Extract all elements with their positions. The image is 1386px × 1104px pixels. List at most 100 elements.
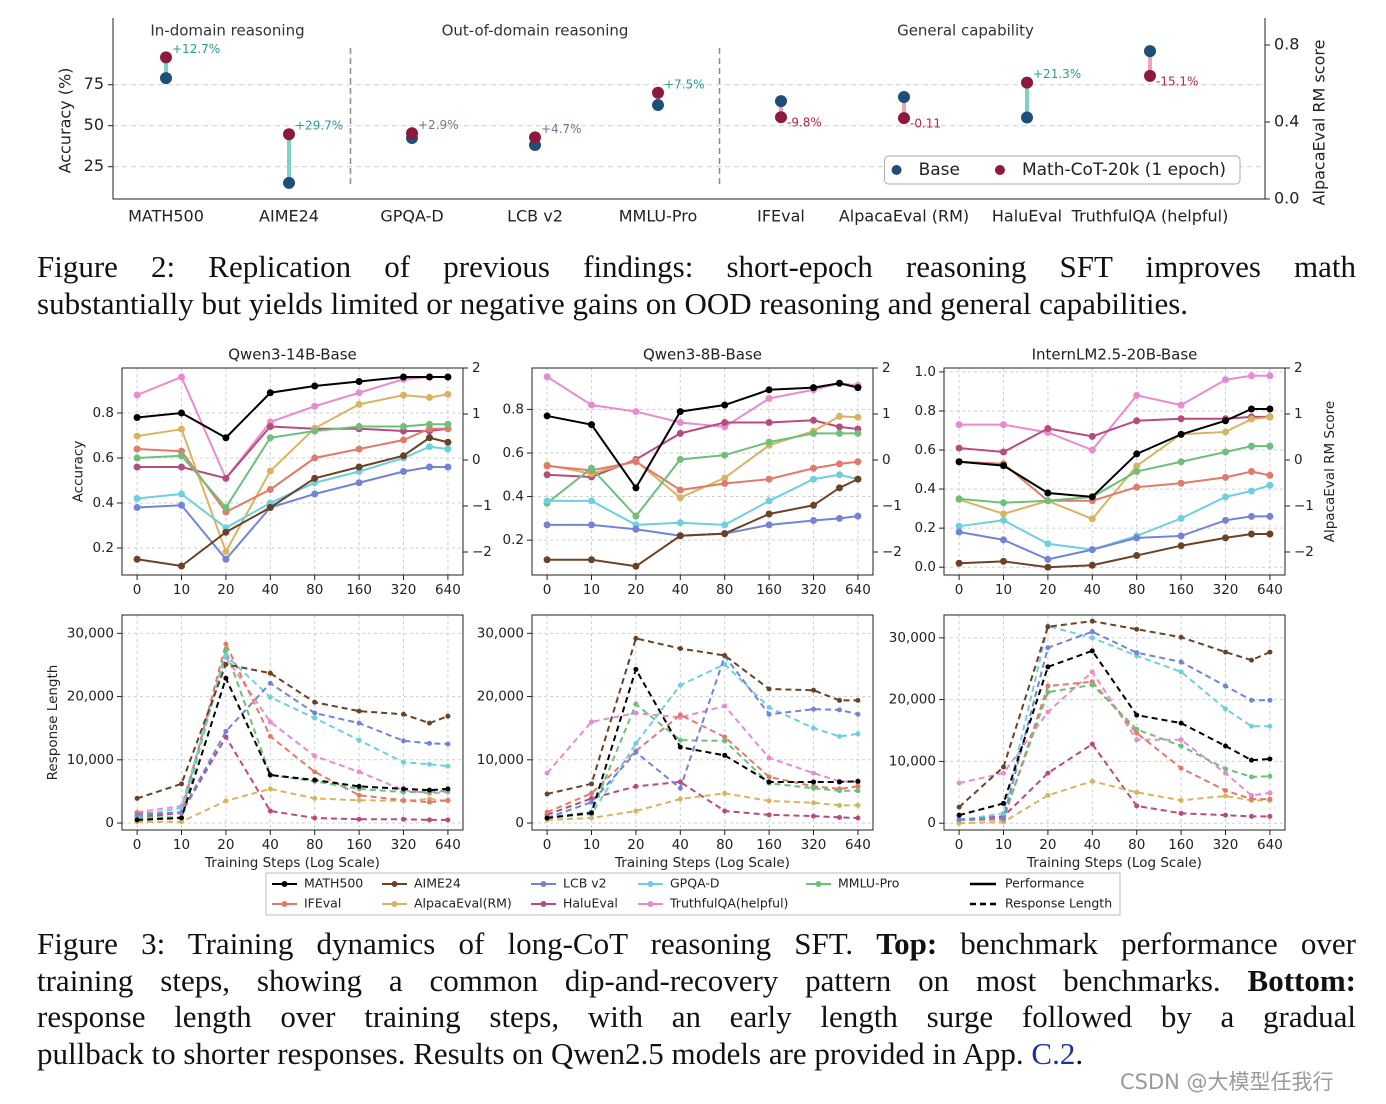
- y-tick-label: 0.8: [503, 401, 524, 417]
- data-point: [587, 497, 595, 505]
- data-point: [588, 795, 594, 801]
- data-point: [401, 786, 407, 792]
- data-point: [855, 731, 861, 737]
- data-point: [356, 720, 362, 726]
- data-point: [1134, 789, 1140, 795]
- data-point: [133, 495, 141, 502]
- data-point: [1267, 649, 1273, 655]
- data-point: [266, 467, 274, 475]
- data-point: [1134, 626, 1140, 632]
- y-tick-label: 0.4: [93, 495, 114, 511]
- x-tick-label: 320: [391, 837, 417, 853]
- y2-tick-label: 1: [882, 406, 891, 422]
- data-point: [721, 521, 729, 529]
- legend-label: Performance: [1005, 876, 1085, 891]
- data-point: [1088, 446, 1096, 454]
- data-point: [676, 494, 684, 502]
- legend-marker: [540, 901, 547, 907]
- data-point: [835, 514, 843, 522]
- data-point: [999, 421, 1007, 429]
- data-point: [312, 710, 318, 716]
- y2-tick-label: −1: [1294, 498, 1314, 514]
- data-point: [266, 423, 274, 430]
- legend: MATH500 AIME24 LCB v2 GPQA-D MMLU-Pro IFEval A…: [265, 872, 1121, 916]
- x-tick-label: 80: [306, 837, 323, 853]
- data-point: [722, 752, 728, 758]
- legend-label: LCB v2: [563, 876, 607, 891]
- x-tick-label: 160: [756, 837, 782, 853]
- data-point: [677, 682, 683, 688]
- data-point: [766, 779, 772, 785]
- series-line: [959, 630, 1270, 821]
- legend-label: TruthfulQA(helpful): [669, 896, 788, 911]
- data-point: [632, 484, 640, 492]
- y-tick-label: 50: [84, 115, 104, 134]
- data-point: [1222, 417, 1230, 425]
- data-point: [999, 448, 1007, 456]
- y2-tick-label: 2: [882, 360, 891, 376]
- data-point: [177, 425, 185, 433]
- data-point: [312, 699, 318, 705]
- data-point: [1178, 743, 1184, 749]
- x-tick-label: 160: [346, 837, 372, 853]
- x-tick-label: GPQA-D: [380, 207, 443, 226]
- data-point: [1222, 428, 1230, 436]
- legend-marker: [391, 901, 398, 907]
- data-point: [1222, 376, 1230, 384]
- caption-text: Figure 2: Replication of previous findin…: [37, 249, 1356, 284]
- legend-label: MATH500: [304, 876, 363, 891]
- y-tick-label: 0: [515, 815, 524, 831]
- data-point: [1178, 737, 1184, 743]
- data-point: [836, 802, 842, 808]
- data-point: [588, 781, 594, 787]
- data-point: [811, 725, 817, 731]
- data-point: [400, 452, 408, 460]
- data-point: [854, 384, 862, 392]
- data-point: [355, 400, 363, 408]
- data-point: [765, 497, 773, 505]
- data-point: [835, 471, 843, 479]
- legend-marker: [815, 881, 822, 887]
- y-tick-label: 30,000: [477, 625, 524, 641]
- data-point: [1247, 372, 1255, 380]
- data-point: [810, 464, 818, 472]
- data-point: [1223, 766, 1229, 772]
- data-point: [835, 379, 843, 387]
- data-point: [855, 815, 861, 821]
- y2-axis-label: AlpacaEval RM Score: [1322, 401, 1338, 543]
- data-point: [836, 779, 842, 785]
- data-point: [444, 463, 452, 471]
- data-point: [1045, 624, 1051, 630]
- x-tick-label: 10: [995, 582, 1012, 598]
- data-point: [1248, 796, 1254, 802]
- series-line: [958, 620, 1271, 808]
- caption-link[interactable]: C.2: [1031, 1035, 1076, 1071]
- series-line: [546, 637, 858, 795]
- data-point: [177, 373, 185, 381]
- data-point: [632, 458, 640, 466]
- x-tick-label: 10: [173, 837, 190, 853]
- data-point: [1248, 723, 1254, 729]
- data-point: [766, 774, 772, 780]
- data-point: [266, 434, 274, 442]
- data-point: [633, 635, 639, 641]
- data-point: [765, 386, 773, 394]
- data-point: [543, 556, 551, 564]
- data-point: [855, 697, 861, 703]
- data-point: [445, 817, 451, 823]
- data-point: [811, 785, 817, 791]
- data-point: [133, 504, 141, 511]
- base-dot: [898, 90, 910, 103]
- watermark: CSDN @大模型任我行: [1120, 1070, 1334, 1094]
- data-point: [133, 414, 141, 421]
- y2-tick-label: −1: [472, 498, 492, 514]
- figure-2-caption: Figure 2: Replication of previous findin…: [37, 249, 1356, 322]
- y2-tick-label: 2: [472, 360, 481, 376]
- data-point: [444, 390, 452, 398]
- data-point: [677, 779, 683, 785]
- plot-frame: [121, 614, 464, 831]
- data-point: [1266, 481, 1274, 489]
- data-point: [312, 777, 318, 783]
- data-point: [722, 790, 728, 796]
- data-point: [1134, 737, 1140, 743]
